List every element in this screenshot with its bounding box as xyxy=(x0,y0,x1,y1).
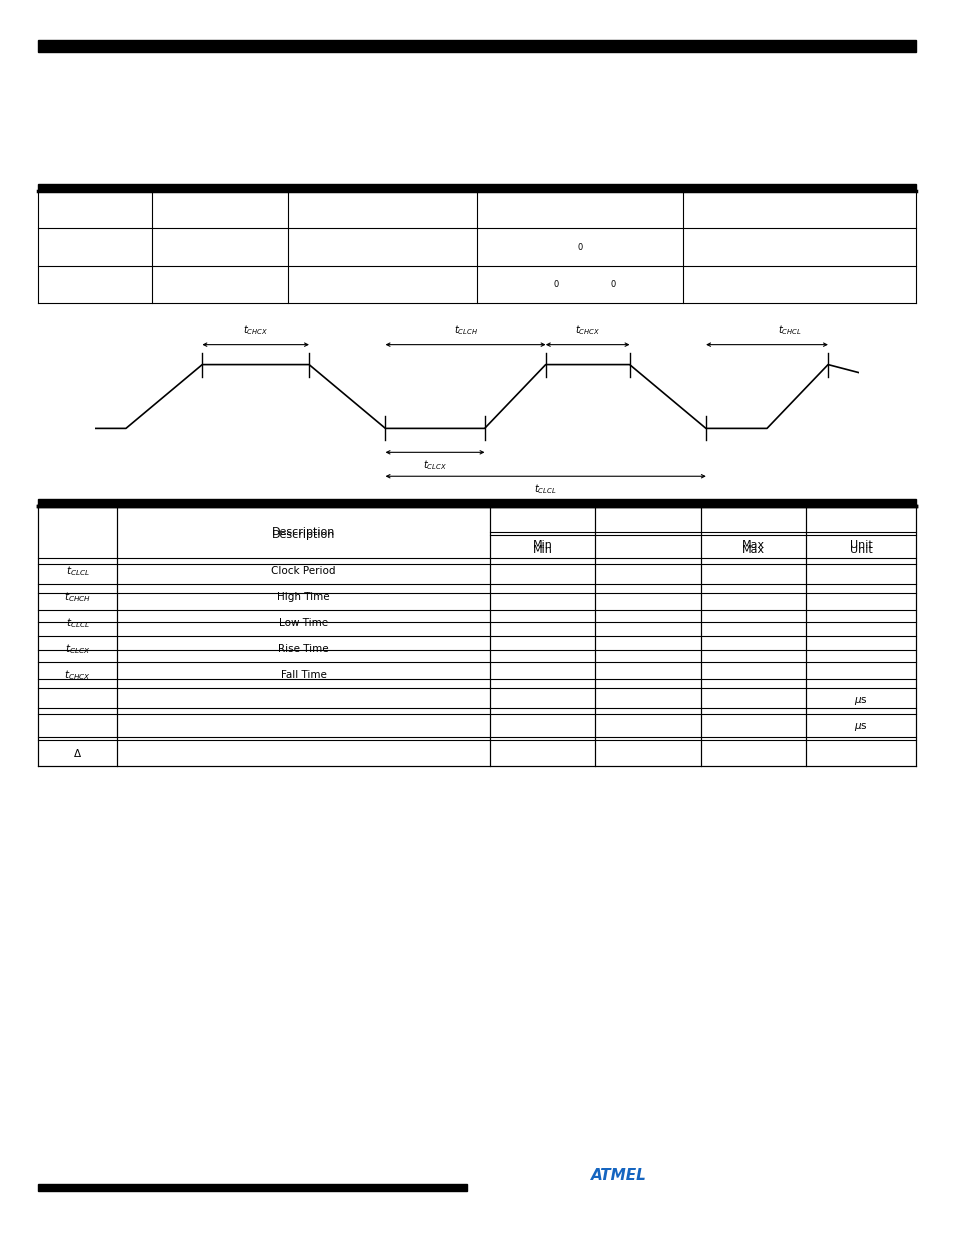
Text: Clock Period: Clock Period xyxy=(271,566,335,577)
Text: Description: Description xyxy=(272,527,335,537)
Bar xyxy=(38,1184,467,1191)
Text: High Time: High Time xyxy=(277,592,330,603)
Text: $t_{CHCX}$: $t_{CHCX}$ xyxy=(243,322,268,337)
Text: Fall Time: Fall Time xyxy=(280,669,326,680)
Text: 0: 0 xyxy=(577,242,582,252)
Text: Min: Min xyxy=(533,540,552,551)
Text: $t_{CHCL}$: $t_{CHCL}$ xyxy=(778,322,801,337)
Bar xyxy=(38,499,915,506)
Text: $\Delta$: $\Delta$ xyxy=(73,747,82,758)
Text: Unit: Unit xyxy=(849,545,871,555)
Text: Description: Description xyxy=(272,530,335,540)
Text: Min: Min xyxy=(533,545,552,555)
Text: $t_{CLCL}$: $t_{CLCL}$ xyxy=(534,482,557,496)
Text: 0: 0 xyxy=(553,279,558,289)
Text: Low Time: Low Time xyxy=(279,618,328,629)
Text: $\mu$s: $\mu$s xyxy=(853,721,867,732)
Text: Unit: Unit xyxy=(849,540,871,551)
Text: Rise Time: Rise Time xyxy=(278,643,329,655)
Text: Max: Max xyxy=(741,540,764,551)
Bar xyxy=(38,40,915,52)
Text: 0: 0 xyxy=(610,279,616,289)
Text: $t_{CLCX}$: $t_{CLCX}$ xyxy=(65,642,91,656)
Text: $t_{CLCX}$: $t_{CLCX}$ xyxy=(422,458,447,472)
Text: $t_{CLCH}$: $t_{CLCH}$ xyxy=(453,322,477,337)
Text: $t_{CHCH}$: $t_{CHCH}$ xyxy=(64,590,91,604)
Text: Max: Max xyxy=(741,545,764,555)
Text: $t_{CHCX}$: $t_{CHCX}$ xyxy=(575,322,599,337)
Text: $t_{CLCL}$: $t_{CLCL}$ xyxy=(66,616,90,630)
Text: ATMEL: ATMEL xyxy=(591,1168,647,1183)
Text: $t_{CLCL}$: $t_{CLCL}$ xyxy=(66,564,90,578)
Text: $\mu$s: $\mu$s xyxy=(853,695,867,706)
Bar xyxy=(38,184,915,191)
Text: $t_{CHCX}$: $t_{CHCX}$ xyxy=(64,668,91,682)
